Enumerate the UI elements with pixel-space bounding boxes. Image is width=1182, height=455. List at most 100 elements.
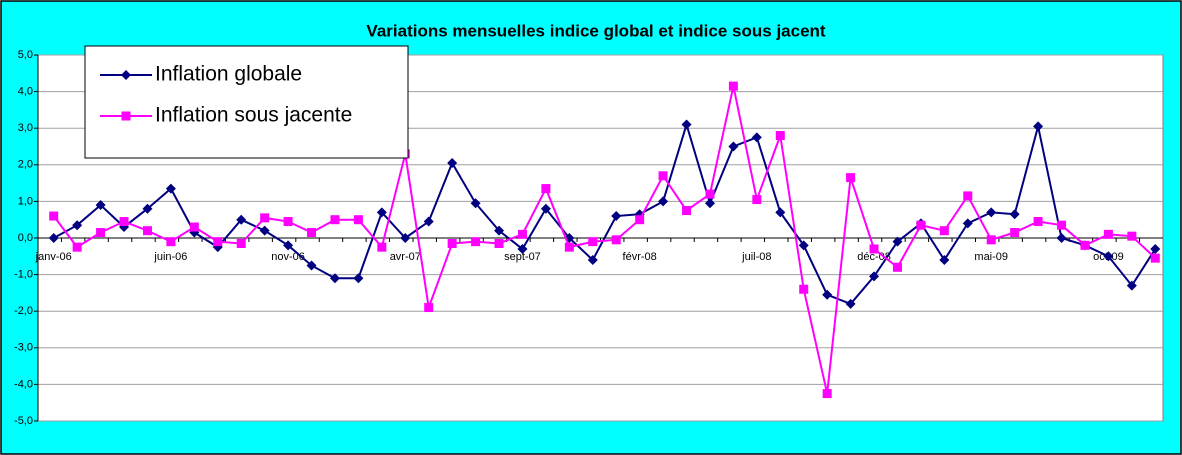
marker <box>1056 233 1067 243</box>
marker <box>658 196 669 207</box>
marker <box>1009 209 1020 220</box>
marker <box>775 131 785 141</box>
marker <box>165 183 176 194</box>
x-tick-label: juin-06 <box>153 251 187 263</box>
marker <box>728 81 738 91</box>
marker <box>424 303 434 313</box>
marker <box>822 389 832 399</box>
marker <box>728 141 739 152</box>
marker <box>517 229 527 239</box>
marker <box>658 171 668 181</box>
marker <box>353 215 363 225</box>
marker <box>470 198 481 209</box>
marker <box>306 260 317 271</box>
marker <box>95 200 106 211</box>
marker <box>400 233 411 243</box>
marker <box>96 228 106 238</box>
marker <box>846 173 856 183</box>
marker <box>541 184 551 194</box>
marker <box>845 298 856 309</box>
marker <box>611 235 621 245</box>
y-tick-label: 5,0 <box>18 49 33 61</box>
marker <box>142 203 153 214</box>
marker <box>869 271 880 282</box>
marker <box>963 191 973 201</box>
y-tick-label: 1,0 <box>18 195 33 207</box>
marker <box>307 228 317 238</box>
marker <box>916 220 926 230</box>
marker <box>213 237 223 247</box>
marker <box>121 111 131 121</box>
marker <box>121 70 131 80</box>
y-tick-label: 0,0 <box>18 232 33 244</box>
marker <box>1150 243 1161 254</box>
marker <box>494 225 505 236</box>
marker <box>1033 121 1044 132</box>
marker <box>236 238 246 248</box>
x-tick-label: nov-06 <box>271 251 305 263</box>
marker <box>892 262 902 272</box>
marker <box>330 215 340 225</box>
marker <box>564 242 574 252</box>
y-tick-label: -5,0 <box>14 415 33 427</box>
marker <box>986 235 996 245</box>
marker <box>1126 280 1137 291</box>
x-tick-label: avr-07 <box>390 251 421 263</box>
marker <box>283 217 293 227</box>
x-tick-label: sept-07 <box>504 251 541 263</box>
marker <box>329 273 340 284</box>
legend-label: Inflation sous jacente <box>155 104 352 127</box>
chart-title: Variations mensuelles indice global et i… <box>366 21 825 40</box>
marker <box>1080 240 1090 250</box>
marker <box>1010 228 1020 238</box>
y-tick-label: 2,0 <box>18 159 33 171</box>
marker <box>447 238 457 248</box>
marker <box>939 226 949 236</box>
marker <box>48 233 59 243</box>
marker <box>166 237 176 247</box>
marker <box>799 284 809 294</box>
marker <box>447 157 458 168</box>
marker <box>588 237 598 247</box>
marker <box>704 198 715 209</box>
marker <box>1033 217 1043 227</box>
marker <box>986 207 997 218</box>
marker <box>72 242 82 252</box>
marker <box>189 222 199 232</box>
marker <box>751 132 762 143</box>
marker <box>939 254 950 265</box>
marker <box>1103 251 1114 262</box>
x-tick-label: janv-06 <box>35 251 72 263</box>
marker <box>49 211 59 221</box>
marker <box>142 226 152 236</box>
x-tick-label: juil-08 <box>741 251 771 263</box>
y-tick-label: 4,0 <box>18 86 33 98</box>
marker <box>1103 229 1113 239</box>
y-tick-label: -3,0 <box>14 342 33 354</box>
marker <box>682 206 692 216</box>
marker <box>775 207 786 218</box>
marker <box>72 220 83 231</box>
marker <box>259 225 270 236</box>
x-tick-label: déc-08 <box>857 251 891 263</box>
marker <box>540 203 551 214</box>
y-tick-label: 3,0 <box>18 122 33 134</box>
marker <box>681 119 692 130</box>
marker <box>260 213 270 223</box>
y-tick-label: -4,0 <box>14 378 33 390</box>
marker <box>869 244 879 254</box>
marker <box>587 254 598 265</box>
marker <box>236 214 247 225</box>
legend-box <box>84 45 409 159</box>
marker <box>1150 253 1160 263</box>
marker <box>962 218 973 229</box>
marker <box>471 237 481 247</box>
marker <box>494 238 504 248</box>
marker <box>1127 231 1137 241</box>
marker <box>423 216 434 227</box>
marker <box>752 195 762 205</box>
x-tick-label: févr-08 <box>623 251 657 263</box>
marker <box>611 211 622 222</box>
marker <box>635 215 645 225</box>
